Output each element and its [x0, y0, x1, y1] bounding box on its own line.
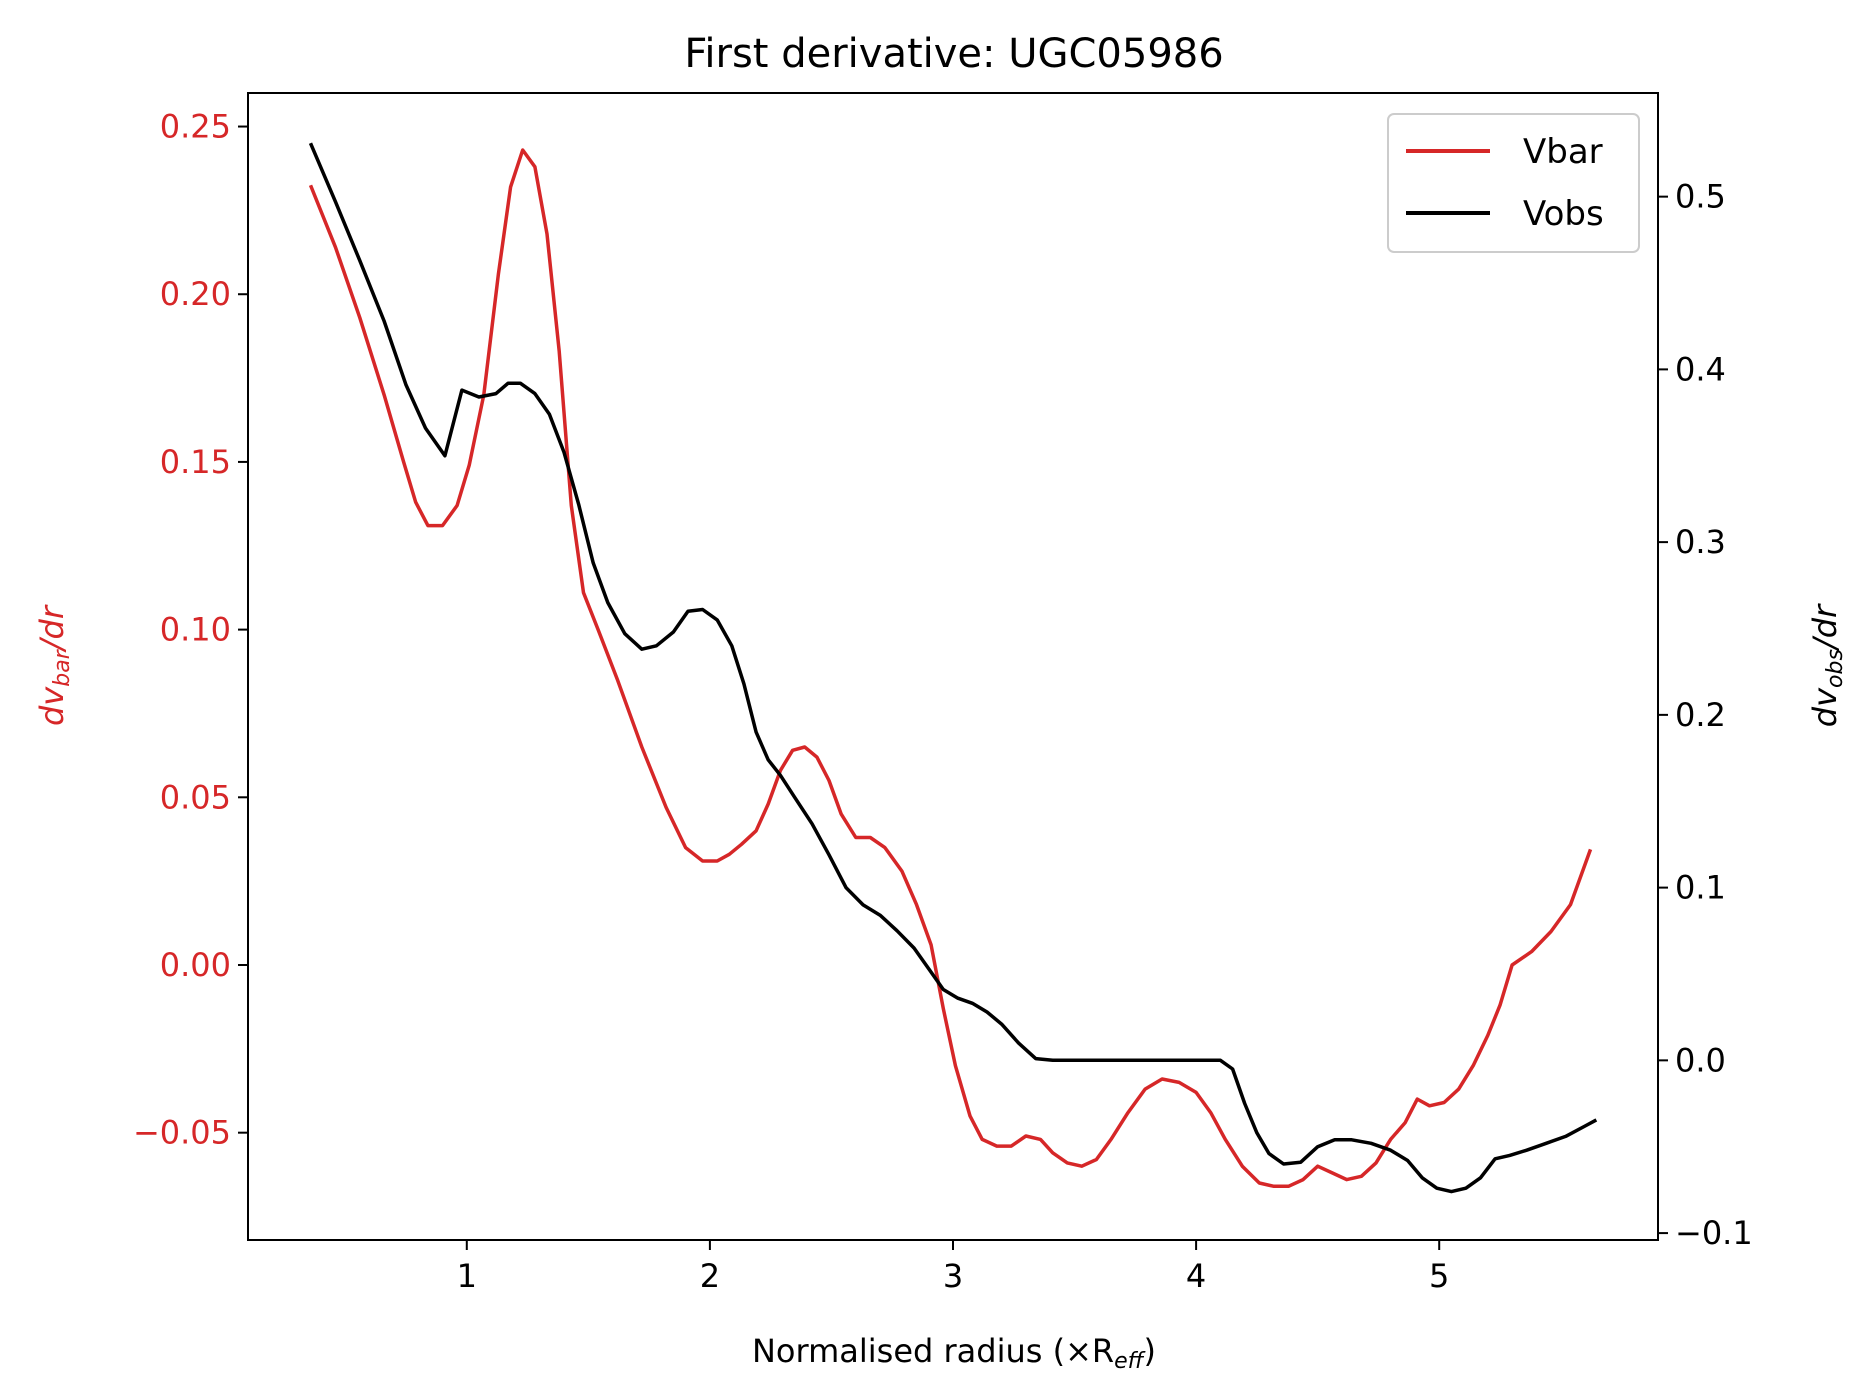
x-tick-label: 4	[1186, 1257, 1206, 1295]
y-left-tick-label: 0.15	[160, 443, 231, 481]
x-tick-label: 5	[1429, 1257, 1449, 1295]
y-right-tick-label: 0.0	[1675, 1041, 1726, 1079]
y-right-tick-label: 0.5	[1675, 178, 1726, 216]
y-left-tick-label: 0.20	[160, 275, 231, 313]
chart-title: First derivative: UGC05986	[684, 31, 1223, 77]
plot-series	[308, 142, 1598, 1194]
y-axis-left-title: dvbar/dr	[33, 604, 75, 726]
y-left-tick-label: 0.05	[160, 778, 231, 816]
y-right-tick-label: −0.1	[1675, 1214, 1753, 1252]
series-line-vbar	[308, 148, 1593, 1189]
x-axis-title: Normalised radius (×Reff)	[752, 1332, 1156, 1374]
y-left-tick-label: 0.10	[160, 611, 231, 649]
y-right-tick-label: 0.3	[1675, 523, 1726, 561]
y-left-tick-label: 0.25	[160, 108, 231, 146]
y-axis-left: −0.05 0.00 0.05 0.10 0.15 0.20 0.25	[133, 108, 248, 1152]
x-tick-label: 1	[457, 1257, 477, 1295]
legend-label-vobs: Vobs	[1523, 194, 1604, 234]
y-axis-right-title: dvobs/dr	[1806, 603, 1848, 727]
legend: Vbar Vobs	[1387, 113, 1640, 253]
y-right-tick-label: 0.1	[1675, 869, 1726, 907]
y-left-tick-label: −0.05	[133, 1114, 231, 1152]
y-right-tick-label: 0.2	[1675, 696, 1726, 734]
x-tick-label: 3	[943, 1257, 963, 1295]
plot-frame	[247, 92, 1659, 1241]
legend-label-vbar: Vbar	[1523, 132, 1603, 172]
series-line-vobs	[308, 142, 1598, 1194]
y-left-tick-label: 0.00	[160, 946, 231, 984]
x-tick-label: 2	[700, 1257, 720, 1295]
x-axis: 1 2 3 4 5	[457, 1240, 1449, 1295]
y-right-tick-label: 0.4	[1675, 350, 1726, 388]
legend-box	[1387, 113, 1640, 253]
y-axis-right: −0.1 0.0 0.1 0.2 0.3 0.4 0.5	[1658, 178, 1753, 1252]
